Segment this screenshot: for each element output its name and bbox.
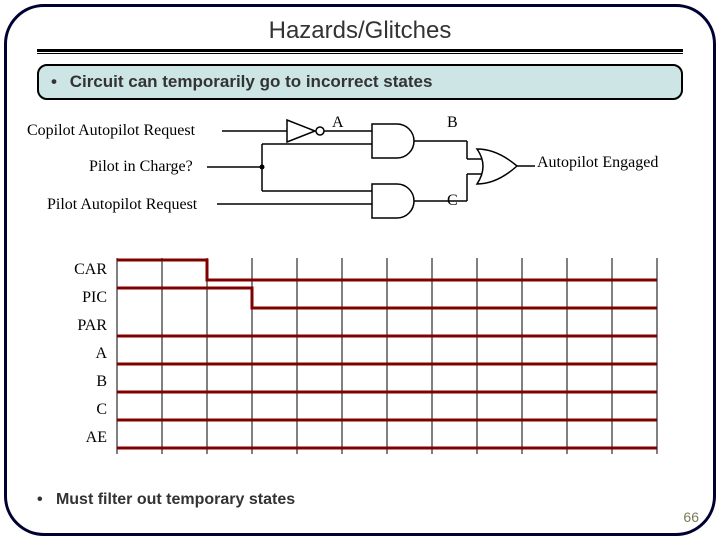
bullet-footer: • Must filter out temporary states [37, 491, 295, 509]
page-number: 66 [683, 509, 699, 525]
bullet-footer-text: Must filter out temporary states [56, 491, 295, 508]
bullet-main: • Circuit can temporarily go to incorrec… [37, 64, 683, 100]
svg-text:AE: AE [86, 429, 107, 446]
svg-text:PIC: PIC [82, 289, 107, 306]
circuit-svg [27, 114, 707, 254]
timing-diagram: CAR PIC PAR ABC AE [57, 254, 693, 474]
slide-title: Hazards/Glitches [7, 7, 713, 45]
title-underline [37, 49, 683, 54]
bullet-dot: • [51, 72, 57, 91]
svg-text:A: A [95, 345, 107, 362]
bullet-dot-2: • [37, 491, 43, 508]
circuit-diagram: Copilot Autopilot Request Pilot in Charg… [27, 114, 693, 254]
svg-text:C: C [96, 401, 107, 418]
svg-text:CAR: CAR [74, 261, 107, 278]
svg-text:B: B [96, 373, 107, 390]
svg-text:PAR: PAR [77, 317, 107, 334]
timing-svg: CAR PIC PAR ABC AE [57, 254, 716, 474]
bullet-text: Circuit can temporarily go to incorrect … [70, 72, 433, 91]
